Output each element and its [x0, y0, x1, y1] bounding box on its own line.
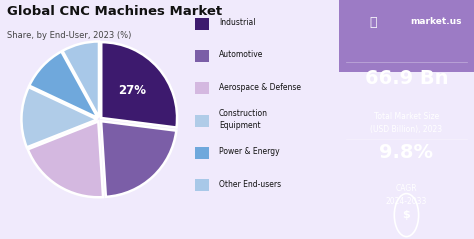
Wedge shape [28, 121, 103, 197]
Text: Global CNC Machines Market: Global CNC Machines Market [7, 5, 222, 18]
Text: Total Market Size
(USD Billion), 2023: Total Market Size (USD Billion), 2023 [370, 112, 443, 134]
Wedge shape [101, 121, 176, 197]
Text: Power & Energy: Power & Energy [219, 147, 280, 156]
Text: Ⓜ: Ⓜ [369, 16, 376, 28]
FancyBboxPatch shape [194, 179, 209, 191]
FancyBboxPatch shape [194, 115, 209, 127]
Wedge shape [101, 42, 177, 127]
Bar [339, 0, 474, 72]
Text: CAGR
2024-2033: CAGR 2024-2033 [386, 184, 427, 206]
Wedge shape [29, 51, 98, 118]
FancyBboxPatch shape [194, 18, 209, 30]
Text: 9.8%: 9.8% [380, 143, 433, 162]
Text: market.us: market.us [410, 17, 462, 26]
FancyBboxPatch shape [194, 147, 209, 159]
Text: Construction
Equipment: Construction Equipment [219, 109, 268, 130]
Wedge shape [21, 87, 97, 147]
Text: 27%: 27% [118, 84, 146, 97]
Text: $: $ [402, 210, 410, 220]
Text: Other End-users: Other End-users [219, 179, 281, 189]
Text: Industrial: Industrial [219, 18, 255, 27]
FancyBboxPatch shape [194, 82, 209, 94]
Text: Aerospace & Defense: Aerospace & Defense [219, 83, 301, 92]
Text: Share, by End-User, 2023 (%): Share, by End-User, 2023 (%) [7, 31, 131, 40]
Wedge shape [63, 41, 99, 117]
Text: 66.9 Bn: 66.9 Bn [365, 69, 448, 88]
FancyBboxPatch shape [194, 50, 209, 62]
Text: Automotive: Automotive [219, 50, 263, 60]
